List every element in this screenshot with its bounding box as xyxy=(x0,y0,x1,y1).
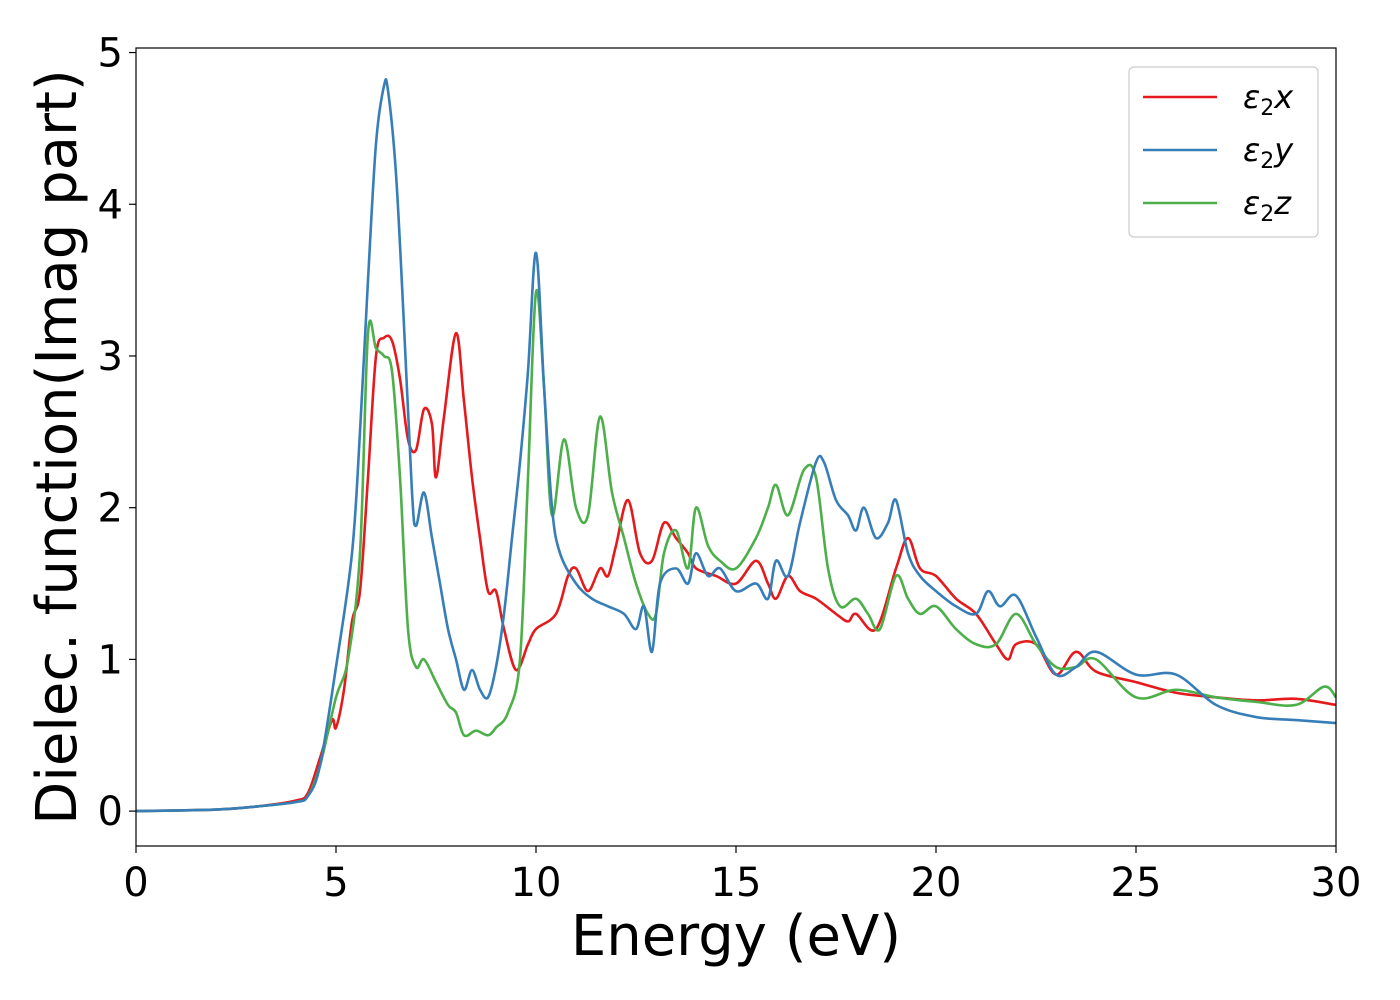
legend-label-z: ε2z xyxy=(1243,184,1292,227)
legend: ε2x ε2y ε2z xyxy=(1128,66,1319,238)
legend-box xyxy=(1128,66,1319,238)
y-tick-label: 4 xyxy=(98,182,123,228)
series-line-y xyxy=(136,78,1336,813)
x-tick-label: 10 xyxy=(511,860,562,906)
series-line-x xyxy=(136,331,1336,813)
legend-label-y: ε2y xyxy=(1243,131,1294,174)
series-line-z xyxy=(136,288,1336,813)
y-tick-label: 2 xyxy=(98,486,123,532)
x-tick-label: 0 xyxy=(123,860,148,906)
y-axis-ticks: 0 1 2 3 4 5 xyxy=(98,31,136,835)
y-tick-label: 5 xyxy=(98,31,123,77)
x-tick-label: 30 xyxy=(1311,860,1362,906)
x-axis-ticks: 0 5 10 15 20 25 30 xyxy=(123,846,1361,906)
y-tick-label: 1 xyxy=(98,637,123,683)
y-tick-label: 0 xyxy=(98,789,123,835)
y-tick-label: 3 xyxy=(98,334,123,380)
x-tick-label: 5 xyxy=(323,860,348,906)
x-tick-label: 25 xyxy=(1111,860,1162,906)
legend-label-x: ε2x xyxy=(1243,78,1294,121)
x-axis-label: Energy (eV) xyxy=(571,904,901,969)
x-tick-label: 20 xyxy=(911,860,962,906)
plot-area xyxy=(136,78,1336,813)
x-tick-label: 15 xyxy=(711,860,762,906)
y-axis-label: Dielec. function(Imag part) xyxy=(25,69,90,825)
